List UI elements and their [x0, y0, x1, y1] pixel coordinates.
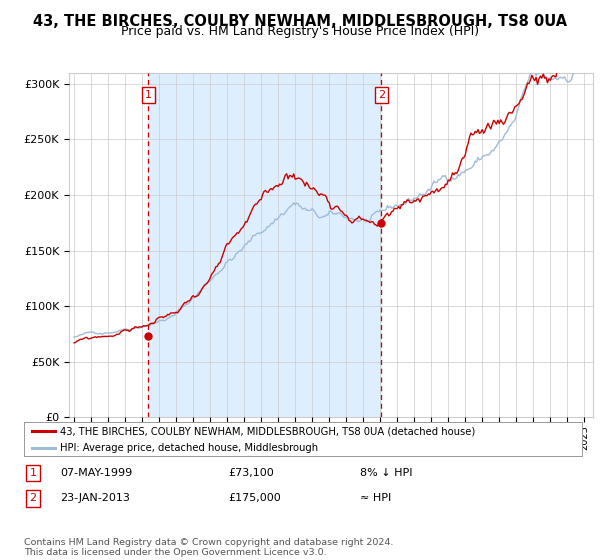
Text: 2: 2 [378, 90, 385, 100]
Text: ≈ HPI: ≈ HPI [360, 493, 391, 503]
Text: HPI: Average price, detached house, Middlesbrough: HPI: Average price, detached house, Midd… [60, 443, 319, 452]
Text: 2: 2 [29, 493, 37, 503]
Text: £175,000: £175,000 [228, 493, 281, 503]
Text: Contains HM Land Registry data © Crown copyright and database right 2024.
This d: Contains HM Land Registry data © Crown c… [24, 538, 394, 557]
Text: 23-JAN-2013: 23-JAN-2013 [60, 493, 130, 503]
Text: 43, THE BIRCHES, COULBY NEWHAM, MIDDLESBROUGH, TS8 0UA (detached house): 43, THE BIRCHES, COULBY NEWHAM, MIDDLESB… [60, 426, 476, 436]
Text: £73,100: £73,100 [228, 468, 274, 478]
Text: 07-MAY-1999: 07-MAY-1999 [60, 468, 132, 478]
Text: 43, THE BIRCHES, COULBY NEWHAM, MIDDLESBROUGH, TS8 0UA: 43, THE BIRCHES, COULBY NEWHAM, MIDDLESB… [33, 14, 567, 29]
Text: Price paid vs. HM Land Registry's House Price Index (HPI): Price paid vs. HM Land Registry's House … [121, 25, 479, 38]
Text: 8% ↓ HPI: 8% ↓ HPI [360, 468, 413, 478]
Text: 1: 1 [145, 90, 152, 100]
Bar [148, 73, 382, 417]
Text: 1: 1 [29, 468, 37, 478]
